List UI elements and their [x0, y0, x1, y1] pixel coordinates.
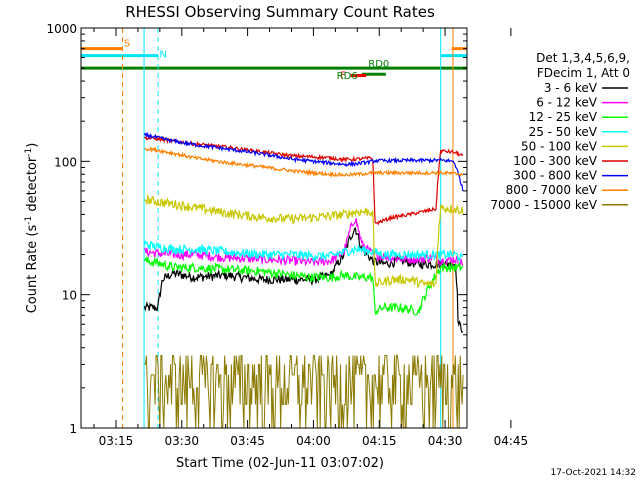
legend-label: 12 - 25 keV	[529, 110, 598, 124]
series-line-50-100kev	[144, 193, 464, 289]
legend-label: 25 - 50 keV	[529, 125, 598, 139]
y-tick-label: 100	[54, 155, 77, 169]
series-line-6-12kev	[143, 218, 464, 268]
series-line-100-300kev	[144, 135, 464, 226]
legend-label: 50 - 100 keV	[521, 139, 598, 153]
legend-label: 6 - 12 keV	[536, 96, 598, 110]
series-line-300-800kev	[143, 131, 464, 192]
plot-frame	[80, 27, 468, 429]
legend-label: 7000 - 15000 keV	[490, 198, 597, 212]
x-tick-label: 04:30	[428, 434, 463, 448]
x-tick-label: 03:30	[164, 434, 199, 448]
legend-label: 100 - 300 keV	[513, 154, 597, 168]
footer-date: 17-Oct-2021 14:32	[551, 468, 636, 478]
x-tick-label: 03:15	[99, 434, 134, 448]
series-line-25-50kev	[143, 239, 464, 263]
x-tick-label: 04:15	[362, 434, 397, 448]
legend: Det 1,3,4,5,6,9, FDecim 1, Att 0 3 - 6 k…	[490, 51, 630, 212]
legend-header-line1: Det 1,3,4,5,6,9,	[536, 51, 630, 65]
legend-label: 300 - 800 keV	[513, 169, 597, 183]
night-label: N	[159, 50, 166, 61]
y-tick-label: 1	[69, 422, 77, 436]
series-line-800-7000kev	[144, 145, 464, 179]
legend-label: 3 - 6 keV	[544, 81, 598, 95]
x-axis-label: Start Time (02-Jun-11 03:07:02)	[176, 456, 384, 471]
y-tick-label: 1000	[46, 22, 77, 36]
y-tick-label: 10	[62, 289, 77, 303]
series-line-3-6kev	[143, 227, 464, 334]
x-tick-label: 03:45	[230, 434, 265, 448]
x-tick-label: 04:45	[494, 434, 529, 448]
series-line-7000-15000kev	[144, 355, 464, 428]
rd6-label: RD6	[337, 71, 358, 82]
legend-label: 800 - 7000 keV	[506, 183, 598, 197]
x-tick-label: 04:00	[296, 434, 331, 448]
chart-title: RHESSI Observing Summary Count Rates	[125, 3, 435, 21]
plot-area: S N F RD0 RD6	[81, 28, 467, 428]
flare-label: F	[340, 71, 346, 82]
y-axis-label: Count Rate (s-1 detector-1)	[24, 143, 40, 314]
saa-label: S	[124, 39, 130, 50]
plot-content: S N F RD0 RD6	[81, 28, 467, 428]
rd0-label: RD0	[368, 59, 389, 70]
axes: 03:15 03:30 03:45 04:00 04:15 04:30 04:45 1 10 10…	[46, 22, 528, 448]
series-line-12-25kev	[143, 255, 464, 316]
legend-header-line2: FDecim 1, Att 0	[537, 66, 630, 80]
